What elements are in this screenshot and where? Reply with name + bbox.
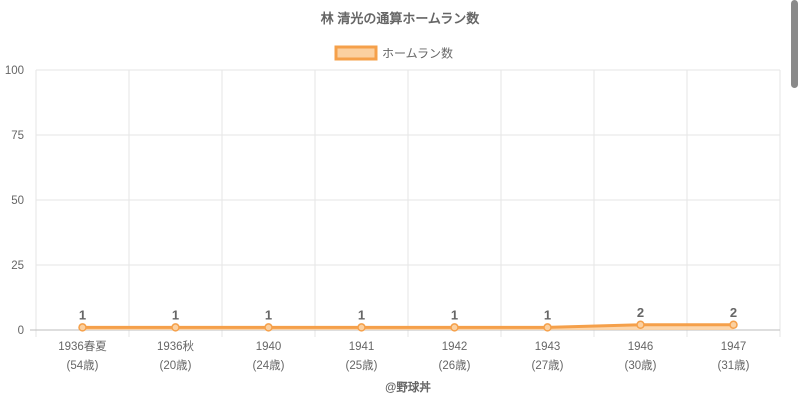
data-label: 1 — [358, 307, 365, 322]
y-tick-label: 75 — [11, 130, 24, 142]
data-label: 1 — [172, 307, 179, 322]
x-tick-sublabel: (54歳) — [67, 359, 99, 372]
x-tick-label: 1947 — [721, 341, 747, 353]
x-tick-sublabel: (30歳) — [625, 359, 657, 372]
data-label: 2 — [637, 305, 644, 320]
x-tick-sublabel: (25歳) — [346, 359, 378, 372]
x-tick-sublabel: (24歳) — [253, 359, 285, 372]
data-point[interactable] — [78, 323, 87, 332]
x-tick-sublabel: (31歳) — [718, 359, 750, 372]
scrollbar-track[interactable] — [788, 0, 800, 400]
x-tick-label: 1940 — [256, 341, 282, 353]
data-label: 1 — [544, 307, 551, 322]
footer-credit: @野球丼 — [385, 380, 431, 394]
point-layer — [78, 320, 738, 332]
data-point[interactable] — [171, 323, 180, 332]
series-line — [81, 323, 735, 329]
grid-layer — [35, 69, 781, 337]
data-point[interactable] — [636, 320, 645, 330]
x-tick-label: 1936春夏 — [58, 340, 107, 353]
data-point[interactable] — [543, 323, 552, 332]
axis-layer: 0 25 50 75 100 1936春夏 (54歳) 1936秋 (20歳) 1940 (24歳)… — [5, 65, 780, 372]
legend-label: ホームラン数 — [382, 46, 453, 61]
x-tick-label: 1943 — [535, 341, 561, 353]
y-tick-label: 50 — [11, 195, 24, 207]
scrollbar-thumb[interactable] — [791, 0, 798, 88]
x-tick-label: 1936秋 — [157, 339, 195, 353]
data-point[interactable] — [264, 323, 273, 332]
x-tick-label: 1941 — [349, 341, 375, 353]
y-tick-label: 25 — [11, 260, 24, 272]
data-label: 1 — [265, 307, 272, 322]
y-tick-label: 100 — [5, 65, 24, 77]
legend[interactable]: ホームラン数 — [334, 45, 453, 61]
data-point[interactable] — [450, 323, 459, 332]
data-point[interactable] — [357, 323, 366, 332]
data-point[interactable] — [729, 320, 738, 330]
x-tick-sublabel: (27歳) — [532, 359, 564, 372]
chart-title: 林 清光の通算ホームラン数 — [321, 11, 481, 26]
label-layer: 1 1 1 1 1 1 2 2 — [79, 305, 737, 323]
area-layer — [81, 323, 735, 330]
x-tick-label: 1942 — [442, 341, 468, 353]
x-tick-sublabel: (20歳) — [160, 359, 192, 372]
data-label: 2 — [730, 305, 737, 320]
x-tick-label: 1946 — [628, 341, 654, 353]
data-label: 1 — [451, 307, 458, 322]
legend-swatch — [334, 45, 378, 61]
data-label: 1 — [79, 307, 86, 322]
y-tick-label: 0 — [18, 325, 24, 337]
x-tick-sublabel: (26歳) — [439, 359, 471, 372]
